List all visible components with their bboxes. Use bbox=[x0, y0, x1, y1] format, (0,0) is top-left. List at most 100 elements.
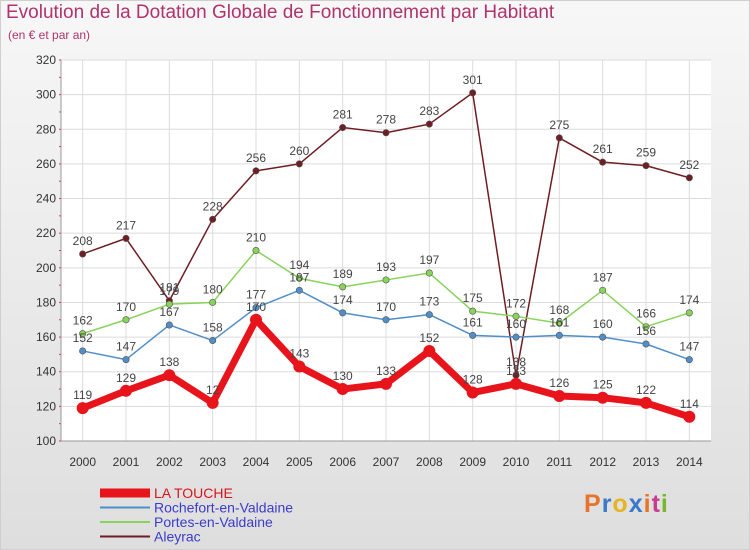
data-label: 130 bbox=[333, 369, 353, 383]
series-2 bbox=[79, 286, 693, 364]
x-tick-label: 2011 bbox=[546, 455, 572, 469]
data-label: 180 bbox=[203, 282, 223, 296]
data-point bbox=[206, 396, 219, 409]
data-point bbox=[209, 215, 217, 223]
legend-label: Portes-en-Valdaine bbox=[154, 514, 273, 530]
chart-subtitle: (en € et par an) bbox=[8, 28, 91, 42]
data-point bbox=[596, 391, 609, 404]
data-label: 161 bbox=[463, 315, 483, 329]
x-tick-label: 2001 bbox=[113, 455, 140, 469]
data-point bbox=[382, 276, 390, 284]
data-label: 147 bbox=[679, 340, 699, 354]
data-label: 281 bbox=[333, 108, 353, 122]
data-point bbox=[553, 389, 566, 402]
data-point bbox=[339, 309, 347, 317]
data-label: 283 bbox=[419, 104, 439, 118]
data-label: 126 bbox=[549, 376, 569, 390]
data-point bbox=[425, 311, 433, 319]
data-label: 12 bbox=[206, 383, 220, 397]
data-label: 260 bbox=[289, 144, 309, 158]
data-label: 152 bbox=[419, 331, 439, 345]
y-tick-label: 260 bbox=[36, 157, 56, 171]
data-label: 301 bbox=[463, 73, 483, 87]
x-tick-label: 2013 bbox=[633, 455, 660, 469]
data-label: 128 bbox=[463, 373, 483, 387]
x-tick-label: 2008 bbox=[416, 455, 443, 469]
data-label: 125 bbox=[593, 378, 613, 392]
legend: LA TOUCHERochefort-en-ValdainePortes-en-… bbox=[100, 485, 293, 545]
data-point bbox=[79, 250, 87, 258]
data-point bbox=[685, 356, 693, 364]
y-tick-label: 280 bbox=[36, 122, 56, 136]
data-label: 259 bbox=[636, 146, 656, 160]
data-point bbox=[209, 298, 217, 306]
logo-letter: i bbox=[643, 490, 652, 518]
data-point bbox=[425, 269, 433, 277]
data-point bbox=[250, 313, 262, 326]
logo-letter: P bbox=[584, 490, 602, 518]
data-label: 177 bbox=[246, 288, 266, 302]
data-point bbox=[120, 384, 132, 397]
data-point bbox=[252, 247, 260, 255]
data-point bbox=[469, 307, 477, 315]
y-tick-label: 200 bbox=[36, 261, 56, 275]
data-label: 156 bbox=[636, 324, 656, 338]
data-label: 138 bbox=[506, 355, 526, 369]
data-point bbox=[122, 234, 130, 242]
data-label: 174 bbox=[679, 293, 699, 307]
data-label: 179 bbox=[159, 284, 179, 298]
y-tick-label: 160 bbox=[36, 330, 56, 344]
data-label: 133 bbox=[376, 364, 396, 378]
x-tick-label: 2014 bbox=[676, 455, 703, 469]
data-label: 228 bbox=[203, 199, 223, 213]
data-point bbox=[555, 319, 563, 327]
data-point bbox=[382, 316, 390, 324]
x-tick-label: 2006 bbox=[329, 455, 356, 469]
x-tick-label: 2004 bbox=[243, 455, 270, 469]
x-tick-label: 2002 bbox=[156, 455, 183, 469]
y-tick-label: 120 bbox=[36, 399, 56, 413]
data-point bbox=[339, 283, 347, 291]
data-point bbox=[79, 347, 87, 355]
data-label: 210 bbox=[246, 231, 266, 245]
data-label: 175 bbox=[463, 291, 483, 305]
y-tick-label: 220 bbox=[36, 226, 56, 240]
data-label: 172 bbox=[506, 296, 526, 310]
data-point bbox=[555, 331, 563, 339]
data-label: 167 bbox=[159, 305, 179, 319]
data-point bbox=[163, 369, 176, 382]
data-label: 194 bbox=[289, 258, 309, 272]
data-point bbox=[466, 386, 479, 399]
legend-label: LA TOUCHE bbox=[154, 485, 233, 501]
legend-label: Rochefort-en-Valdaine bbox=[154, 500, 293, 516]
data-point bbox=[382, 129, 390, 137]
data-point bbox=[469, 331, 477, 339]
data-label: 278 bbox=[376, 113, 396, 127]
x-tick-label: 2010 bbox=[503, 455, 530, 469]
data-point bbox=[685, 174, 693, 182]
data-point bbox=[599, 158, 607, 166]
y-tick-label: 180 bbox=[36, 295, 56, 309]
data-label: 162 bbox=[73, 314, 93, 328]
data-label: 133 bbox=[506, 364, 526, 378]
data-label: 143 bbox=[289, 347, 309, 361]
data-label: 187 bbox=[289, 270, 309, 284]
data-point bbox=[252, 304, 260, 312]
data-point bbox=[380, 377, 392, 390]
data-label: 160 bbox=[593, 317, 613, 331]
y-tick-label: 320 bbox=[36, 53, 56, 67]
data-label: 173 bbox=[419, 295, 439, 309]
data-point bbox=[76, 402, 89, 415]
data-label: 152 bbox=[73, 331, 93, 345]
data-label: 193 bbox=[376, 260, 396, 274]
logo-letter: t bbox=[651, 490, 661, 518]
data-point bbox=[555, 134, 563, 142]
data-point bbox=[599, 333, 607, 341]
data-point bbox=[295, 286, 303, 294]
data-label: 261 bbox=[593, 142, 613, 156]
series-4 bbox=[79, 89, 693, 379]
data-point bbox=[423, 344, 436, 357]
logo-letter: r bbox=[601, 490, 613, 518]
series-1 bbox=[76, 313, 696, 423]
data-point bbox=[209, 337, 217, 345]
